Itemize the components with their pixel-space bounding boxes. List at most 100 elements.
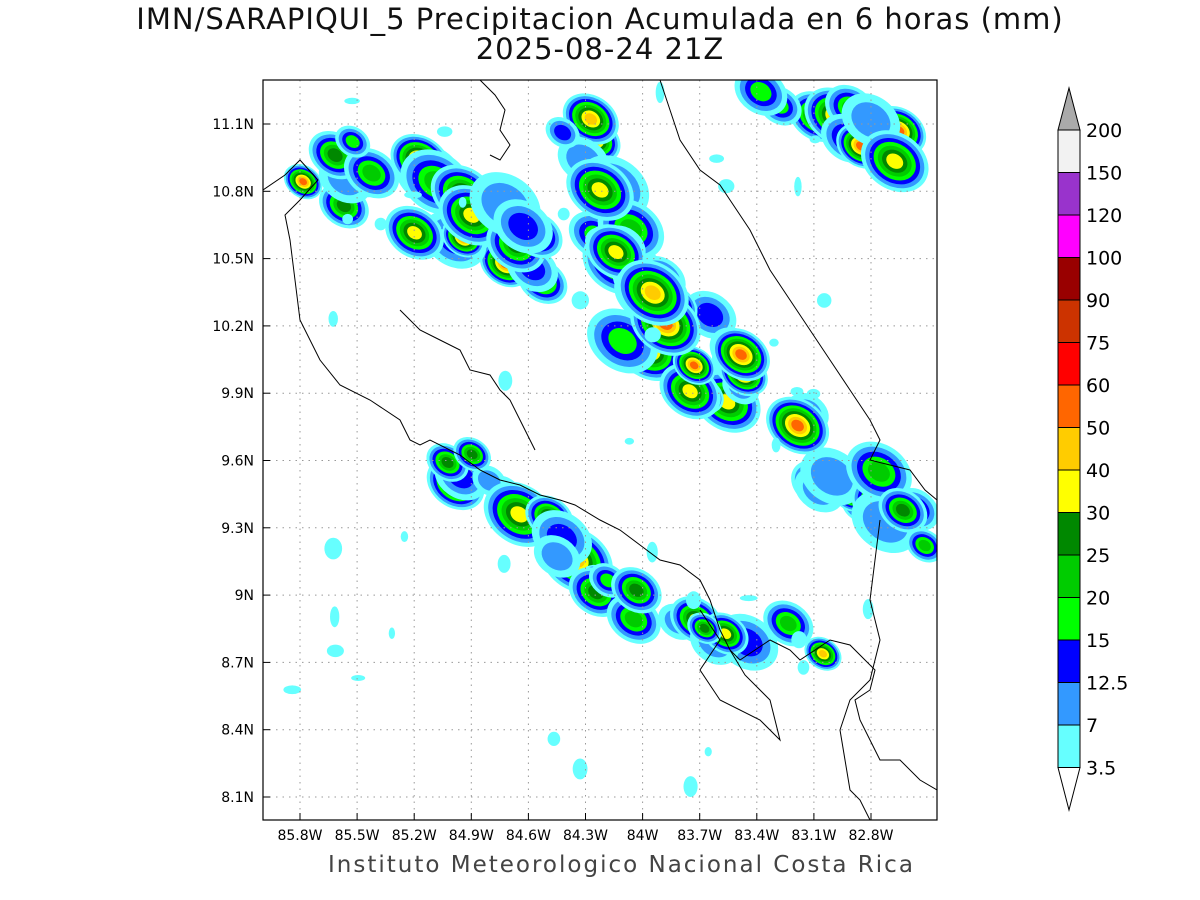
precip-cell — [644, 285, 661, 301]
precip-speck — [374, 217, 387, 231]
precip-speck — [683, 776, 698, 797]
precip-speck — [400, 531, 409, 543]
nicoya-gulf-coast — [399, 309, 536, 451]
precip-cell — [689, 361, 699, 370]
lon-tick-label: 84.9W — [449, 828, 494, 844]
precip-cell — [466, 449, 478, 460]
precip-speck — [283, 685, 302, 695]
lat-tick-label: 8.7N — [221, 655, 254, 671]
precip-cell — [818, 649, 828, 658]
lat-tick-label: 11.1N — [212, 117, 254, 133]
precip-speck — [790, 387, 804, 396]
colorbar-box — [1057, 554, 1081, 598]
precip-cell — [886, 153, 904, 169]
precip-speck — [718, 179, 735, 194]
precip-cell — [735, 349, 747, 360]
precip-cell — [750, 82, 772, 102]
lon-tick-label: 83.4W — [734, 828, 779, 844]
precip-speck — [704, 747, 712, 757]
precip-speck — [342, 213, 354, 225]
precip-cell — [299, 178, 308, 186]
precip-speck — [806, 388, 821, 399]
precip-cell — [699, 623, 710, 633]
precip-speck — [458, 196, 467, 208]
lat-tick-label: 9.3N — [221, 521, 254, 537]
colorbar-box — [1057, 342, 1081, 386]
precip-speck — [797, 660, 810, 675]
precip-speck — [557, 207, 570, 221]
precip-speck — [739, 595, 758, 602]
precip-cell — [584, 113, 598, 125]
colorbar-box — [1057, 469, 1081, 513]
precip-speck — [328, 310, 338, 327]
precip-cell — [554, 124, 572, 141]
lat-tick-label: 10.2N — [212, 319, 254, 335]
precip-cell — [791, 419, 804, 432]
map-title: IMN/SARAPIQUI_5 Precipitacion Acumulada … — [136, 2, 1064, 36]
colorbar-under-triangle — [1057, 767, 1081, 812]
precip-speck — [344, 97, 360, 105]
colorbar-label: 120 — [1086, 205, 1122, 227]
panama-border — [839, 519, 881, 820]
axis-ticks: 85.8W 85.5W 85.2W 84.9W 84.6W 84.3W 84W 83.7W 83… — [212, 117, 893, 844]
precip-speck — [404, 191, 422, 199]
precip-cell — [696, 302, 724, 327]
colorbar-box — [1057, 299, 1081, 343]
precip-speck — [330, 606, 340, 628]
osa-peninsula — [699, 609, 781, 742]
colorbar-box — [1057, 724, 1081, 768]
precip-speck — [709, 154, 725, 163]
precip-speck — [769, 338, 779, 347]
lon-tick-label: 83.7W — [677, 828, 722, 844]
precip-speck — [498, 370, 513, 391]
precip-cell — [608, 245, 624, 259]
precip-cell — [779, 615, 797, 632]
precip-cell — [867, 461, 890, 482]
precip-cell — [407, 226, 422, 240]
precip-cell — [477, 470, 501, 492]
precip-speck — [497, 554, 511, 573]
precip-speck — [547, 731, 561, 747]
precip-cell — [608, 327, 637, 354]
colorbar-box — [1057, 597, 1081, 641]
precip-speck — [351, 674, 366, 681]
precip-speck — [644, 327, 661, 343]
lon-tick-label: 85.5W — [335, 828, 380, 844]
colorbar: 200 150 120 100 90 75 60 50 40 30 25 20 15 12.5 7 3.5 — [1057, 86, 1128, 812]
precip-cell — [362, 164, 381, 182]
precip-speck — [326, 644, 344, 658]
colorbar-label: 100 — [1086, 248, 1122, 270]
colorbar-box — [1057, 172, 1081, 216]
precipitation-field — [283, 80, 937, 797]
precip-cell — [345, 135, 360, 149]
colorbar-label: 75 — [1086, 333, 1110, 355]
colorbar-label: 60 — [1086, 375, 1110, 397]
colorbar-box — [1057, 512, 1081, 556]
precip-cell — [629, 583, 644, 597]
precip-cell — [541, 542, 573, 571]
colorbar-box — [1057, 384, 1081, 428]
lat-tick-label: 10.8N — [212, 184, 254, 200]
colorbar-box — [1057, 129, 1081, 173]
precip-speck — [324, 537, 343, 560]
colorbar-over-triangle — [1057, 86, 1081, 131]
precip-speck — [572, 758, 588, 780]
lat-tick-label: 9.6N — [221, 454, 254, 470]
colorbar-label: 200 — [1086, 120, 1122, 142]
precip-speck — [771, 437, 781, 453]
precip-speck — [685, 591, 702, 610]
lon-tick-label: 84W — [627, 828, 659, 844]
precip-cell — [510, 506, 529, 523]
precip-speck — [791, 631, 807, 649]
pacific-coast — [263, 159, 937, 791]
lat-tick-label: 8.4N — [221, 723, 254, 739]
colorbar-box — [1057, 257, 1081, 301]
colorbar-label: 90 — [1086, 290, 1110, 312]
precip-cell — [918, 539, 931, 552]
colorbar-label: 3.5 — [1086, 758, 1116, 780]
precip-cell — [508, 212, 538, 241]
colorbar-label: 30 — [1086, 503, 1110, 525]
colorbar-label: 12.5 — [1086, 673, 1128, 695]
